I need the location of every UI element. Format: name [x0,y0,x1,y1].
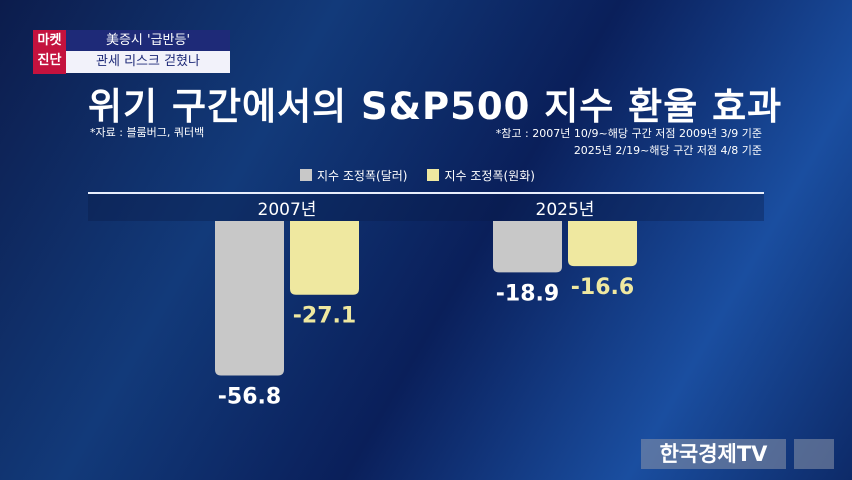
badge-line1: 마켓 [37,33,62,48]
category-band [88,194,764,221]
legend-item-usd: 지수 조정폭(달러) [300,167,407,184]
category-label: 2007년 [258,200,317,220]
data-label: -16.6 [571,275,634,300]
data-label: -56.8 [218,384,281,409]
legend-swatch-usd [300,169,312,181]
bar [568,221,637,267]
data-label: -18.9 [496,281,559,306]
source-note: *자료 : 블룸버그, 쿼터백 [90,126,205,139]
note-line-2: 2025년 2/19~해당 구간 저점 4/8 기준 [573,144,762,157]
legend-label-krw: 지수 조정폭(원화) [444,169,535,183]
badge-line2: 진단 [37,53,62,68]
headline-top: 美증시 '급반등' [66,30,230,51]
broadcaster-logo: 한국경제TV [641,439,786,469]
chart-title: 위기 구간에서의 S&P500 지수 환율 효과 [88,85,783,128]
headline-bottom: 관세 리스크 걷혔나 [66,51,230,73]
reference-note: *참고 : 2007년 10/9~해당 구간 저점 2009년 3/9 기준 20… [496,125,762,159]
legend-item-krw: 지수 조정폭(원화) [427,167,535,184]
note-line-1: *참고 : 2007년 10/9~해당 구간 저점 2009년 3/9 기준 [495,127,762,140]
legend: 지수 조정폭(달러) 지수 조정폭(원화) [300,167,535,184]
bar [215,221,284,376]
legend-label-usd: 지수 조정폭(달러) [317,169,408,183]
logo-box [794,439,834,469]
data-label: -27.1 [293,304,356,329]
legend-swatch-krw [427,169,440,181]
bar [290,221,359,295]
category-label: 2025년 [536,200,595,220]
bar [493,221,562,273]
